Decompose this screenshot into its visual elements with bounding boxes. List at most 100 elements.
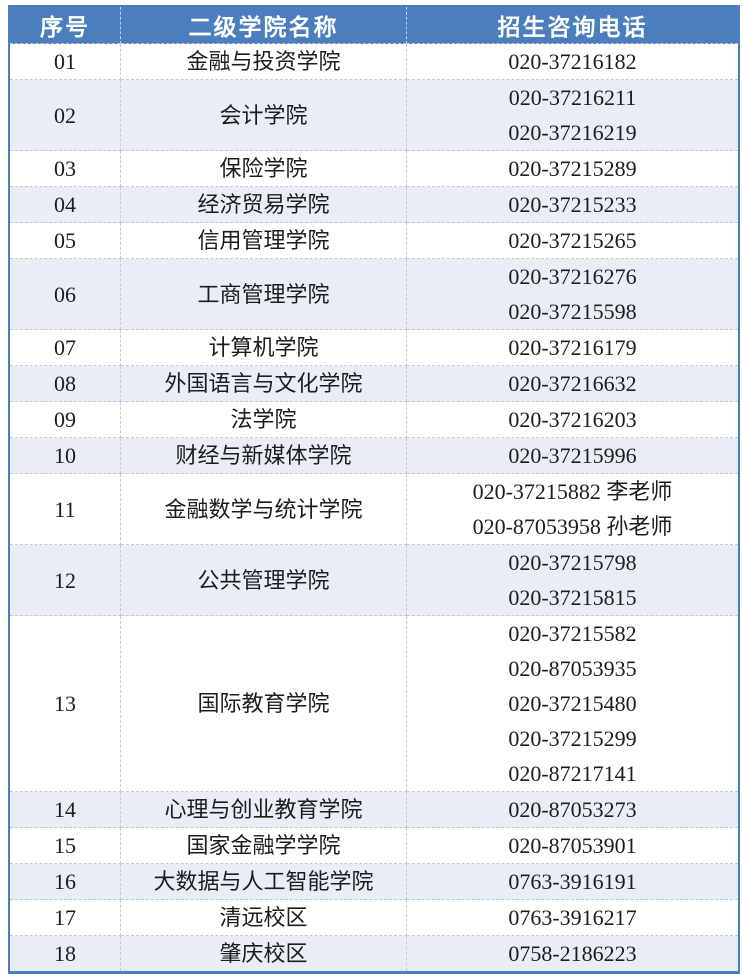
serial-cell: 09 bbox=[8, 401, 121, 438]
phone-cell: 020-37216182 bbox=[406, 43, 740, 80]
phone-number: 020-37215265 bbox=[508, 228, 637, 253]
phone-number: 020-87217141 bbox=[508, 761, 637, 786]
college-cell: 金融数学与统计学院 bbox=[120, 473, 407, 545]
phone-cell: 020-37215265 bbox=[406, 222, 740, 259]
phone-number: 0763-3916217 bbox=[508, 905, 637, 930]
phone-cell: 020-87053273 bbox=[406, 791, 740, 828]
college-cell: 心理与创业教育学院 bbox=[120, 791, 407, 828]
table-row: 01 金融与投资学院 020-37216182 bbox=[8, 43, 740, 80]
phone-number: 020-37215299 bbox=[508, 726, 637, 751]
phone-number: 020-37216219 bbox=[508, 120, 637, 145]
table-row: 11 金融数学与统计学院 020-37215882 李老师 020-8705395… bbox=[8, 473, 740, 545]
serial-cell: 15 bbox=[8, 827, 121, 864]
phone-number: 020-87053935 bbox=[508, 656, 637, 681]
serial-cell: 04 bbox=[8, 186, 121, 223]
phone-cell: 020-37216632 bbox=[406, 365, 740, 402]
phone-number: 0763-3916191 bbox=[508, 869, 637, 894]
table-row: 06 工商管理学院 020-37216276 020-37215598 bbox=[8, 258, 740, 330]
college-cell: 信用管理学院 bbox=[120, 222, 407, 259]
college-cell: 保险学院 bbox=[120, 150, 407, 187]
phone-cell: 020-37215798 020-37215815 bbox=[406, 544, 740, 616]
phone-cell: 020-37216276 020-37215598 bbox=[406, 258, 740, 330]
phone-cell: 020-37215582 020-87053935 020-37215480 020-… bbox=[406, 615, 740, 792]
serial-cell: 13 bbox=[8, 615, 121, 792]
table-row: 14 心理与创业教育学院 020-87053273 bbox=[8, 791, 740, 828]
college-cell: 清远校区 bbox=[120, 899, 407, 936]
serial-cell: 11 bbox=[8, 473, 121, 545]
phone-cell: 020-37216203 bbox=[406, 401, 740, 438]
college-cell: 大数据与人工智能学院 bbox=[120, 863, 407, 900]
serial-cell: 17 bbox=[8, 899, 121, 936]
table-row: 16 大数据与人工智能学院 0763-3916191 bbox=[8, 863, 740, 900]
phone-number: 020-37216182 bbox=[508, 49, 637, 74]
phone-cell: 020-87053901 bbox=[406, 827, 740, 864]
table-row: 02 会计学院 020-37216211 020-37216219 bbox=[8, 79, 740, 151]
phone-number: 020-37216179 bbox=[508, 335, 637, 360]
phone-number: 020-37215815 bbox=[508, 585, 637, 610]
college-cell: 会计学院 bbox=[120, 79, 407, 151]
serial-cell: 01 bbox=[8, 43, 121, 80]
college-cell: 计算机学院 bbox=[120, 329, 407, 366]
column-header-phone: 招生咨询电话 bbox=[406, 6, 739, 44]
phone-number: 020-37215598 bbox=[508, 299, 637, 324]
phone-number: 020-37216211 bbox=[508, 85, 637, 110]
phone-number: 020-87053273 bbox=[508, 797, 637, 822]
table-row: 17 清远校区 0763-3916217 bbox=[8, 899, 740, 936]
phone-number: 020-37215480 bbox=[508, 691, 637, 716]
serial-cell: 02 bbox=[8, 79, 121, 151]
serial-cell: 14 bbox=[8, 791, 121, 828]
college-cell: 公共管理学院 bbox=[120, 544, 407, 616]
admissions-phone-table: 序号 二级学院名称 招生咨询电话 01 金融与投资学院 020-37216182… bbox=[8, 5, 740, 974]
column-header-college: 二级学院名称 bbox=[120, 6, 407, 44]
phone-number: 020-37215289 bbox=[508, 156, 637, 181]
phone-cell: 020-37216179 bbox=[406, 329, 740, 366]
phone-number: 020-87053958 孙老师 bbox=[472, 514, 673, 539]
college-cell: 国际教育学院 bbox=[120, 615, 407, 792]
serial-cell: 06 bbox=[8, 258, 121, 330]
table-row: 04 经济贸易学院 020-37215233 bbox=[8, 186, 740, 223]
phone-number: 020-37215582 bbox=[508, 621, 637, 646]
college-cell: 经济贸易学院 bbox=[120, 186, 407, 223]
serial-cell: 12 bbox=[8, 544, 121, 616]
phone-number: 020-37215798 bbox=[508, 550, 637, 575]
table-header: 序号 二级学院名称 招生咨询电话 bbox=[9, 6, 739, 44]
phone-number: 020-37215233 bbox=[508, 192, 637, 217]
serial-cell: 16 bbox=[8, 863, 121, 900]
phone-number: 020-37216632 bbox=[508, 371, 637, 396]
table-row: 03 保险学院 020-37215289 bbox=[8, 150, 740, 187]
phone-cell: 020-37215289 bbox=[406, 150, 740, 187]
phone-number: 020-37216203 bbox=[508, 407, 637, 432]
college-cell: 法学院 bbox=[120, 401, 407, 438]
phone-number: 020-37216276 bbox=[508, 264, 637, 289]
table-body: 01 金融与投资学院 020-37216182 02 会计学院 020-3721… bbox=[8, 43, 740, 973]
college-cell: 金融与投资学院 bbox=[120, 43, 407, 80]
serial-cell: 08 bbox=[8, 365, 121, 402]
college-cell: 财经与新媒体学院 bbox=[120, 437, 407, 474]
phone-cell: 020-37215233 bbox=[406, 186, 740, 223]
table-row: 07 计算机学院 020-37216179 bbox=[8, 329, 740, 366]
phone-number: 020-37215882 李老师 bbox=[472, 479, 673, 504]
college-cell: 工商管理学院 bbox=[120, 258, 407, 330]
phone-cell: 0763-3916191 bbox=[406, 863, 740, 900]
college-cell: 外国语言与文化学院 bbox=[120, 365, 407, 402]
table-row: 12 公共管理学院 020-37215798 020-37215815 bbox=[8, 544, 740, 616]
phone-cell: 020-37215996 bbox=[406, 437, 740, 474]
table-row: 05 信用管理学院 020-37215265 bbox=[8, 222, 740, 259]
table-row: 09 法学院 020-37216203 bbox=[8, 401, 740, 438]
serial-cell: 10 bbox=[8, 437, 121, 474]
phone-cell: 0763-3916217 bbox=[406, 899, 740, 936]
phone-number: 020-37215996 bbox=[508, 443, 637, 468]
phone-number: 020-87053901 bbox=[508, 833, 637, 858]
phone-number: 0758-2186223 bbox=[508, 941, 637, 966]
college-cell: 国家金融学学院 bbox=[120, 827, 407, 864]
serial-cell: 07 bbox=[8, 329, 121, 366]
column-header-serial: 序号 bbox=[9, 6, 121, 44]
serial-cell: 03 bbox=[8, 150, 121, 187]
table-row: 15 国家金融学学院 020-87053901 bbox=[8, 827, 740, 864]
header-row: 序号 二级学院名称 招生咨询电话 bbox=[9, 6, 739, 44]
table-row: 13 国际教育学院 020-37215582 020-87053935 020-37… bbox=[8, 615, 740, 792]
table-row: 10 财经与新媒体学院 020-37215996 bbox=[8, 437, 740, 474]
table-row: 08 外国语言与文化学院 020-37216632 bbox=[8, 365, 740, 402]
phone-cell: 020-37215882 李老师 020-87053958 孙老师 bbox=[406, 473, 740, 545]
